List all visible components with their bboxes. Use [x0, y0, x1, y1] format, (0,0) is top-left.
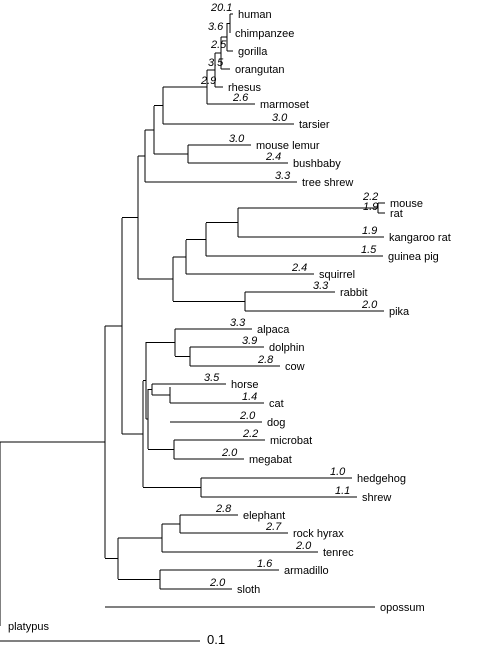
scale-bar-label: 0.1	[207, 632, 225, 645]
branch-value-label: 2.0	[221, 447, 238, 459]
branch-value-label: 1.9	[362, 225, 377, 237]
tip-label: cow	[285, 361, 305, 373]
branch-value-label: 2.4	[291, 262, 307, 274]
tip-label: dog	[267, 417, 285, 429]
branch-value-label: 3.3	[230, 317, 246, 329]
tip-label: microbat	[270, 435, 312, 447]
branch-value-label: 1.4	[242, 391, 257, 403]
branch-value-label: 2.7	[265, 521, 282, 533]
tip-label: horse	[231, 379, 259, 391]
branch-value-label: 1.6	[257, 558, 273, 570]
branch-value-label: 2.4	[265, 151, 281, 163]
tree-branches	[0, 13, 385, 626]
branch-value-label: 2.8	[215, 503, 232, 515]
tip-label: kangaroo rat	[389, 232, 451, 244]
branch-value-label: 2.2	[362, 191, 378, 203]
tip-label: elephant	[243, 510, 285, 522]
tip-label: rabbit	[340, 287, 368, 299]
tip-label: tarsier	[299, 119, 330, 131]
tip-label: hedgehog	[357, 473, 406, 485]
tip-label: tenrec	[323, 547, 354, 559]
tip-label: platypus	[8, 621, 49, 633]
tip-label: dolphin	[269, 342, 304, 354]
branch-value-label: 1.9	[363, 201, 378, 213]
tip-label: human	[238, 9, 272, 21]
tip-label: rat	[390, 208, 403, 220]
branch-value-label: 20.1	[210, 2, 232, 14]
tip-label: armadillo	[284, 565, 329, 577]
tip-label: megabat	[249, 454, 292, 466]
branch-value-label: 3.0	[272, 112, 288, 124]
tip-label: pika	[389, 306, 410, 318]
branch-value-label: 3.5	[204, 372, 220, 384]
tip-label: squirrel	[319, 269, 355, 281]
tip-label: rhesus	[228, 82, 262, 94]
tip-label: tree shrew	[302, 177, 353, 189]
branch-value-label: 2.0	[295, 540, 312, 552]
tip-label: alpaca	[257, 324, 290, 336]
tip-label: mouse lemur	[256, 140, 320, 152]
branch-value-label: 3.0	[229, 133, 245, 145]
tip-label: marmoset	[260, 99, 309, 111]
tip-label: opossum	[380, 602, 425, 614]
tip-label: gorilla	[238, 46, 268, 58]
branch-value-label: 3.3	[275, 170, 291, 182]
tip-label: chimpanzee	[235, 28, 294, 40]
branch-value-label: 1.5	[361, 244, 377, 256]
branch-value-label: 2.8	[257, 354, 274, 366]
tip-label: rock hyrax	[293, 528, 344, 540]
branch-value-label: 2.5	[210, 39, 227, 51]
tip-label: shrew	[362, 492, 391, 504]
branch-value-label: 3.3	[313, 280, 329, 292]
branch-value-label: 2.0	[209, 577, 226, 589]
branch-value-label: 3.5	[208, 57, 224, 69]
branch-value-label: 1.1	[335, 485, 350, 497]
tip-label: mouse	[390, 198, 423, 210]
branch-value-label: 3.6	[208, 21, 224, 33]
branch-value-label: 2.0	[361, 299, 378, 311]
tip-label: sloth	[237, 584, 260, 596]
tip-label: cat	[269, 398, 284, 410]
branch-value-label: 2.0	[239, 410, 256, 422]
branch-value-label: 2.2	[242, 428, 258, 440]
tip-label: bushbaby	[293, 158, 341, 170]
branch-value-label: 2.6	[232, 92, 249, 104]
scale-bar: 0.1	[0, 632, 225, 645]
branch-value-label: 1.0	[330, 466, 346, 478]
tree-labels: human 20.1 chimpanzee 3.6 gorilla 2.5 oranguta…	[8, 2, 451, 633]
branch-value-label: 2.9	[200, 75, 216, 87]
tip-label: orangutan	[235, 64, 285, 76]
branch-value-label: 3.9	[242, 335, 257, 347]
tip-label: guinea pig	[388, 251, 439, 263]
